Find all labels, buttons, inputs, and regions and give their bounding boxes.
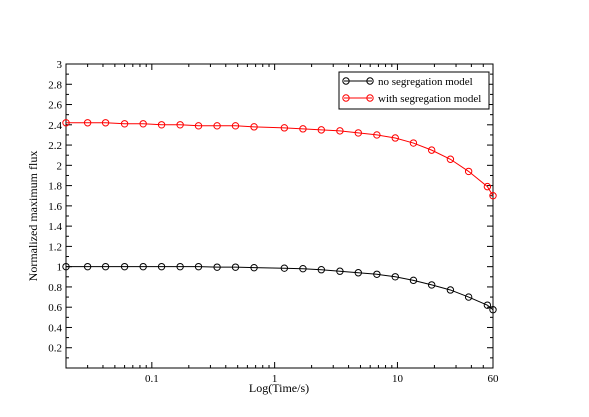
legend-item: no segregation model (342, 76, 473, 88)
legend-marker (342, 77, 350, 85)
x-axis-label: Log(Time/s) (249, 381, 309, 395)
data-point (336, 267, 344, 275)
data-point (139, 262, 147, 271)
x-tick-label: 0.1 (145, 373, 159, 385)
data-point (176, 262, 184, 271)
data-point (194, 122, 203, 130)
legend-label: with segregation model (378, 93, 481, 105)
data-point (391, 273, 399, 281)
data-point (299, 125, 307, 133)
y-tick-label: 0.2 (48, 343, 62, 355)
y-tick-label: 3 (57, 59, 63, 71)
data-point (101, 262, 110, 271)
data-point (120, 120, 129, 128)
data-point (489, 192, 497, 200)
data-point (62, 119, 70, 127)
data-point (336, 127, 344, 135)
y-tick-label: 2 (57, 160, 63, 172)
series-line (66, 122, 494, 196)
legend: no segregation model with segregation mod… (338, 71, 490, 110)
legend-marker (342, 94, 350, 102)
y-tick-label: 1.4 (48, 221, 62, 233)
x-axis: 0.1 1 10 60 (65, 64, 500, 385)
data-point (120, 262, 129, 271)
data-point (101, 119, 110, 127)
legend-item: with segregation model (342, 93, 481, 105)
data-point (176, 121, 184, 129)
y-tick-label: 1.2 (48, 241, 62, 253)
y-tick-label: 2.2 (48, 140, 62, 152)
data-point (139, 120, 147, 128)
data-point (483, 182, 492, 191)
legend-label: no segregation model (378, 76, 473, 88)
data-point (391, 134, 399, 142)
y-tick-label: 0.4 (48, 322, 62, 334)
data-point (483, 301, 492, 309)
x-tick-label: 10 (392, 373, 404, 385)
data-point (213, 263, 221, 271)
plot-frame (65, 63, 494, 369)
data-point (409, 276, 418, 285)
data-point (299, 264, 307, 273)
data-point (280, 124, 289, 132)
data-point (317, 266, 326, 274)
data-point (62, 262, 70, 271)
data-point (427, 281, 436, 289)
x-tick-label: 1 (272, 373, 278, 385)
data-point (83, 262, 92, 271)
legend-marker (366, 94, 374, 102)
data-point (250, 263, 258, 272)
data-point (446, 155, 455, 163)
series-layer (62, 119, 497, 314)
data-point (446, 286, 455, 294)
data-point (280, 264, 289, 272)
x-tick-label: 60 (488, 373, 500, 385)
data-point (231, 263, 240, 271)
y-axis: 0.2 0.4 0.6 0.8 1 1.2 1.4 1.6 1.8 2 2.2 2.4 2.6 2.8 3 (48, 59, 493, 359)
data-point (250, 123, 258, 131)
y-tick-label: 2.4 (48, 120, 62, 132)
legend-box (338, 71, 490, 110)
data-point (409, 139, 418, 147)
data-point (157, 262, 166, 271)
series-0 (62, 262, 497, 314)
y-tick-label: 0.6 (48, 302, 62, 314)
data-point (83, 119, 92, 127)
data-point (317, 126, 326, 134)
y-tick-label: 1 (57, 262, 63, 274)
data-point (354, 129, 362, 137)
data-point (427, 146, 436, 154)
y-tick-label: 1.6 (48, 201, 62, 213)
data-point (489, 306, 497, 314)
data-point (157, 121, 166, 129)
data-point (464, 167, 473, 176)
y-tick-label: 2.6 (48, 100, 62, 112)
legend-marker (366, 77, 374, 85)
data-point (354, 269, 362, 277)
series-1 (62, 119, 497, 200)
data-point (194, 262, 203, 271)
y-axis-label: Normalized maximum flux (26, 151, 40, 282)
data-point (464, 293, 473, 301)
y-tick-label: 0.8 (48, 282, 62, 294)
y-tick-label: 1.8 (48, 181, 62, 193)
data-point (231, 122, 240, 130)
data-point (373, 131, 381, 139)
series-line (66, 266, 494, 311)
data-point (213, 122, 221, 130)
data-point (373, 270, 381, 278)
y-tick-label: 2.8 (48, 79, 62, 91)
